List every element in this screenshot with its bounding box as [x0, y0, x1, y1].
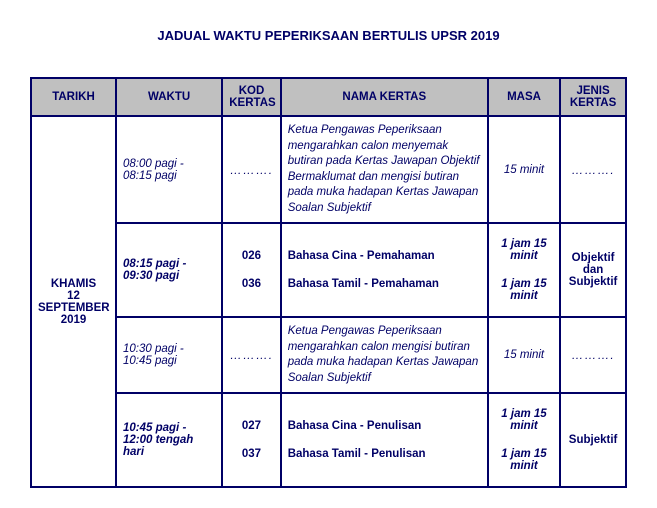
time-cell: 08:00 pagi - 08:15 pagi — [116, 116, 222, 223]
type-cell: ………. — [560, 116, 626, 223]
table-row: 10:30 pagi - 10:45 pagi ………. Ketua Penga… — [31, 317, 626, 393]
table-row: 08:15 pagi - 09:30 pagi 026 036 Bahasa C… — [31, 223, 626, 317]
type-cell: Objektif dan Subjektif — [560, 223, 626, 317]
code-value: 037 — [229, 440, 273, 468]
col-dur: MASA — [488, 78, 560, 116]
dur-value: 1 jam 15 minit — [495, 230, 553, 270]
paper-name: Bahasa Cina - Penulisan — [288, 412, 481, 440]
dur-cell: 15 minit — [488, 116, 560, 223]
code-cell: 026 036 — [222, 223, 280, 317]
type-cell: Subjektif — [560, 393, 626, 487]
date-cell: KHAMIS 12 SEPTEMBER 2019 — [31, 116, 116, 487]
code-value: 026 — [229, 242, 273, 270]
date-year: 2019 — [38, 314, 109, 326]
name-cell: Ketua Pengawas Peperiksaan mengarahkan c… — [281, 317, 488, 393]
dur-cell: 15 minit — [488, 317, 560, 393]
table-row: KHAMIS 12 SEPTEMBER 2019 08:00 pagi - 08… — [31, 116, 626, 223]
date-day: KHAMIS — [38, 278, 109, 290]
dur-value: 1 jam 15 minit — [495, 270, 553, 310]
table-row: 10:45 pagi - 12:00 tengah hari 027 037 B… — [31, 393, 626, 487]
code-cell: ………. — [222, 116, 280, 223]
paper-name: Bahasa Tamil - Pemahaman — [288, 270, 481, 298]
col-code: KOD KERTAS — [222, 78, 280, 116]
dur-cell: 1 jam 15 minit 1 jam 15 minit — [488, 223, 560, 317]
time-cell: 08:15 pagi - 09:30 pagi — [116, 223, 222, 317]
timetable: TARIKH WAKTU KOD KERTAS NAMA KERTAS MASA… — [30, 77, 627, 488]
paper-name: Bahasa Cina - Pemahaman — [288, 242, 481, 270]
name-cell: Ketua Pengawas Peperiksaan mengarahkan c… — [281, 116, 488, 223]
time-cell: 10:45 pagi - 12:00 tengah hari — [116, 393, 222, 487]
time-cell: 10:30 pagi - 10:45 pagi — [116, 317, 222, 393]
date-num: 12 — [38, 290, 109, 302]
dur-cell: 1 jam 15 minit 1 jam 15 minit — [488, 393, 560, 487]
code-value: 027 — [229, 412, 273, 440]
code-cell: 027 037 — [222, 393, 280, 487]
name-cell: Bahasa Cina - Penulisan Bahasa Tamil - P… — [281, 393, 488, 487]
date-month: SEPTEMBER — [38, 302, 109, 314]
col-type: JENIS KERTAS — [560, 78, 626, 116]
dur-value: 1 jam 15 minit — [495, 440, 553, 480]
paper-name: Bahasa Tamil - Penulisan — [288, 440, 481, 468]
code-value: 036 — [229, 270, 273, 298]
type-cell: ………. — [560, 317, 626, 393]
code-cell: ………. — [222, 317, 280, 393]
page-title: JADUAL WAKTU PEPERIKSAAN BERTULIS UPSR 2… — [30, 28, 627, 43]
dur-value: 1 jam 15 minit — [495, 400, 553, 440]
col-name: NAMA KERTAS — [281, 78, 488, 116]
col-time: WAKTU — [116, 78, 222, 116]
name-cell: Bahasa Cina - Pemahaman Bahasa Tamil - P… — [281, 223, 488, 317]
table-head: TARIKH WAKTU KOD KERTAS NAMA KERTAS MASA… — [31, 78, 626, 116]
col-date: TARIKH — [31, 78, 116, 116]
